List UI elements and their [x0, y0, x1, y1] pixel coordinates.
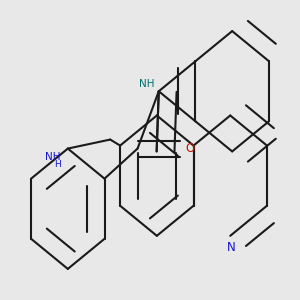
Text: NH: NH — [45, 152, 60, 161]
Text: N: N — [227, 241, 236, 254]
Text: NH: NH — [139, 79, 154, 89]
Text: H: H — [54, 160, 60, 169]
Text: O: O — [185, 142, 195, 155]
